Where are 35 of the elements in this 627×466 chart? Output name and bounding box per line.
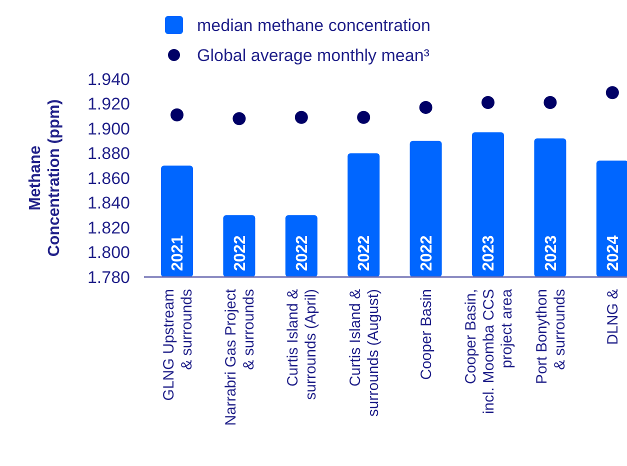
annotation: 2022 (232, 235, 249, 271)
y-axis-title: Methane Concentration (ppm) (27, 99, 64, 257)
point (170, 108, 184, 122)
x-tick-label: DLNG & (604, 289, 622, 345)
point (357, 110, 370, 124)
legend-label: median methane concentration (197, 16, 430, 35)
annotation: 2021 (170, 235, 187, 271)
annotation: 2022 (294, 235, 311, 271)
point (482, 96, 494, 110)
y-tick-label: 1.880 (87, 144, 130, 164)
point (232, 112, 246, 126)
legend-label: Global average monthly mean³ (197, 46, 430, 65)
y-tick-label: 1.940 (87, 70, 130, 89)
y-tick-label: 1.800 (87, 243, 130, 262)
y-tick-label: 1.820 (87, 218, 130, 238)
y-tick-label: 1.900 (87, 119, 130, 138)
x-tick-label: Cooper Basin (418, 289, 436, 380)
point (294, 110, 308, 124)
x-tick-label: Narrabri Gas Project & surrounds (222, 288, 258, 426)
point (606, 86, 619, 100)
x-tick-label: Curtis Island & surrounds (August) (346, 289, 382, 417)
annotation: 2022 (418, 235, 436, 271)
x-tick-label: Curtis Island & surrounds (April) (284, 289, 320, 400)
y-tick-label: 1.840 (87, 194, 130, 213)
y-tick-label: 1.780 (87, 268, 130, 287)
point (544, 96, 557, 110)
y-tick-label: 1.920 (87, 94, 130, 114)
annotation: 2022 (356, 235, 374, 271)
point (419, 100, 432, 114)
x-tick-label: Cooper Basin, incl. Moomba CCS project area (462, 288, 516, 414)
annotation: 2023 (480, 235, 498, 271)
x-tick-label: GLNG Upstream & surrounds (160, 289, 196, 401)
annotation: 2023 (542, 235, 560, 271)
annotation: 2024 (605, 235, 622, 271)
y-tick-label: 1.860 (87, 168, 130, 188)
